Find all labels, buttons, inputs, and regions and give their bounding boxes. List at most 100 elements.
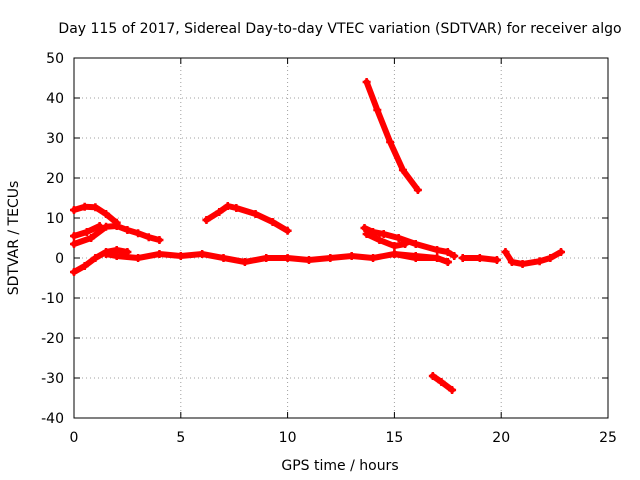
data-point	[535, 257, 544, 266]
data-point	[232, 204, 241, 212]
series-arc-high-start	[70, 202, 121, 227]
data-point	[240, 258, 249, 266]
data-point	[411, 240, 420, 248]
data-point	[518, 260, 527, 268]
data-point	[437, 378, 446, 386]
data-point	[428, 372, 437, 380]
data-point	[413, 186, 422, 194]
data-point	[304, 256, 313, 264]
data-point	[283, 226, 292, 235]
chart-title: Day 115 of 2017, Sidereal Day-to-day VTE…	[58, 21, 621, 37]
grid	[74, 58, 608, 418]
data-point	[155, 236, 164, 244]
data-point	[433, 254, 442, 262]
data-point	[386, 138, 395, 146]
data-point	[102, 222, 111, 231]
y-tick-label: -30	[41, 371, 64, 387]
data-point	[362, 78, 371, 86]
data-point	[390, 250, 399, 258]
series-evening-arc	[501, 248, 566, 268]
x-tick-label: 5	[176, 430, 185, 446]
x-tick-label: 0	[70, 430, 79, 446]
data-point	[80, 202, 89, 211]
data-point	[202, 216, 211, 224]
series-arc-low-start	[70, 246, 132, 276]
data-point	[155, 250, 164, 258]
data-point	[443, 258, 452, 266]
series-arc-afternoon	[360, 224, 459, 260]
x-tick-label: 10	[279, 430, 297, 446]
data-point	[557, 248, 566, 256]
data-point	[475, 254, 484, 262]
data-point	[401, 240, 410, 248]
data-point	[70, 206, 78, 214]
data-series	[70, 78, 566, 394]
data-point	[390, 242, 399, 250]
y-tick-label: 40	[46, 91, 64, 107]
data-point	[176, 252, 185, 260]
y-tick-label: -10	[41, 291, 64, 307]
data-point	[546, 254, 555, 262]
data-point	[394, 234, 403, 242]
y-tick-label: 50	[46, 51, 64, 67]
data-point	[326, 254, 335, 262]
data-point	[215, 208, 224, 216]
data-point	[398, 166, 407, 174]
data-point	[347, 252, 356, 260]
data-point	[411, 252, 420, 260]
data-point	[283, 254, 292, 262]
data-point	[102, 250, 111, 258]
data-point	[443, 248, 452, 256]
data-point	[112, 252, 121, 260]
data-point	[223, 202, 232, 210]
y-axis-label: SDTVAR / TECUs	[6, 181, 22, 296]
data-point	[91, 203, 100, 212]
data-point	[448, 386, 457, 394]
data-point	[91, 254, 100, 262]
data-point	[70, 240, 78, 248]
data-point	[458, 254, 467, 262]
data-point	[70, 268, 78, 276]
x-tick-label: 15	[385, 430, 403, 446]
data-point	[123, 226, 132, 234]
data-point	[198, 250, 207, 258]
y-tick-label: -40	[41, 411, 64, 427]
data-point	[134, 229, 143, 238]
data-point	[134, 254, 143, 262]
data-point	[87, 234, 96, 242]
data-point	[82, 228, 91, 236]
data-point	[219, 254, 228, 262]
y-tick-label: 0	[55, 251, 64, 267]
data-point	[369, 254, 378, 262]
series-arc-mid-fall	[70, 222, 164, 248]
data-point	[492, 256, 501, 264]
y-tick-label: 30	[46, 131, 64, 147]
series-afternoon-flat	[390, 250, 452, 266]
series-steep-descent	[362, 78, 422, 194]
data-point	[507, 258, 516, 266]
series-negative-arc	[428, 372, 457, 394]
data-point	[268, 218, 277, 226]
data-point	[112, 222, 121, 230]
series-arc-noon	[202, 202, 292, 235]
data-point	[70, 232, 78, 240]
data-point	[379, 230, 388, 238]
data-point	[102, 210, 111, 218]
data-point	[144, 233, 153, 242]
data-point	[360, 224, 369, 232]
data-point	[433, 246, 442, 254]
data-point	[450, 252, 459, 260]
data-point	[362, 230, 371, 238]
series-arc-afternoon-low	[362, 230, 410, 250]
x-axis-label: GPS time / hours	[281, 458, 398, 474]
axis-ticks: 0 5 10 15 20 25 -40 -30 -20 -10 0 10 20 30 40 50	[41, 51, 617, 446]
x-tick-label: 25	[599, 430, 617, 446]
data-point	[80, 262, 89, 270]
series-trace	[391, 251, 451, 265]
data-point	[373, 106, 382, 114]
y-tick-label: 20	[46, 171, 64, 187]
x-tick-label: 20	[492, 430, 510, 446]
data-point	[262, 254, 271, 262]
y-tick-label: -20	[41, 331, 64, 347]
